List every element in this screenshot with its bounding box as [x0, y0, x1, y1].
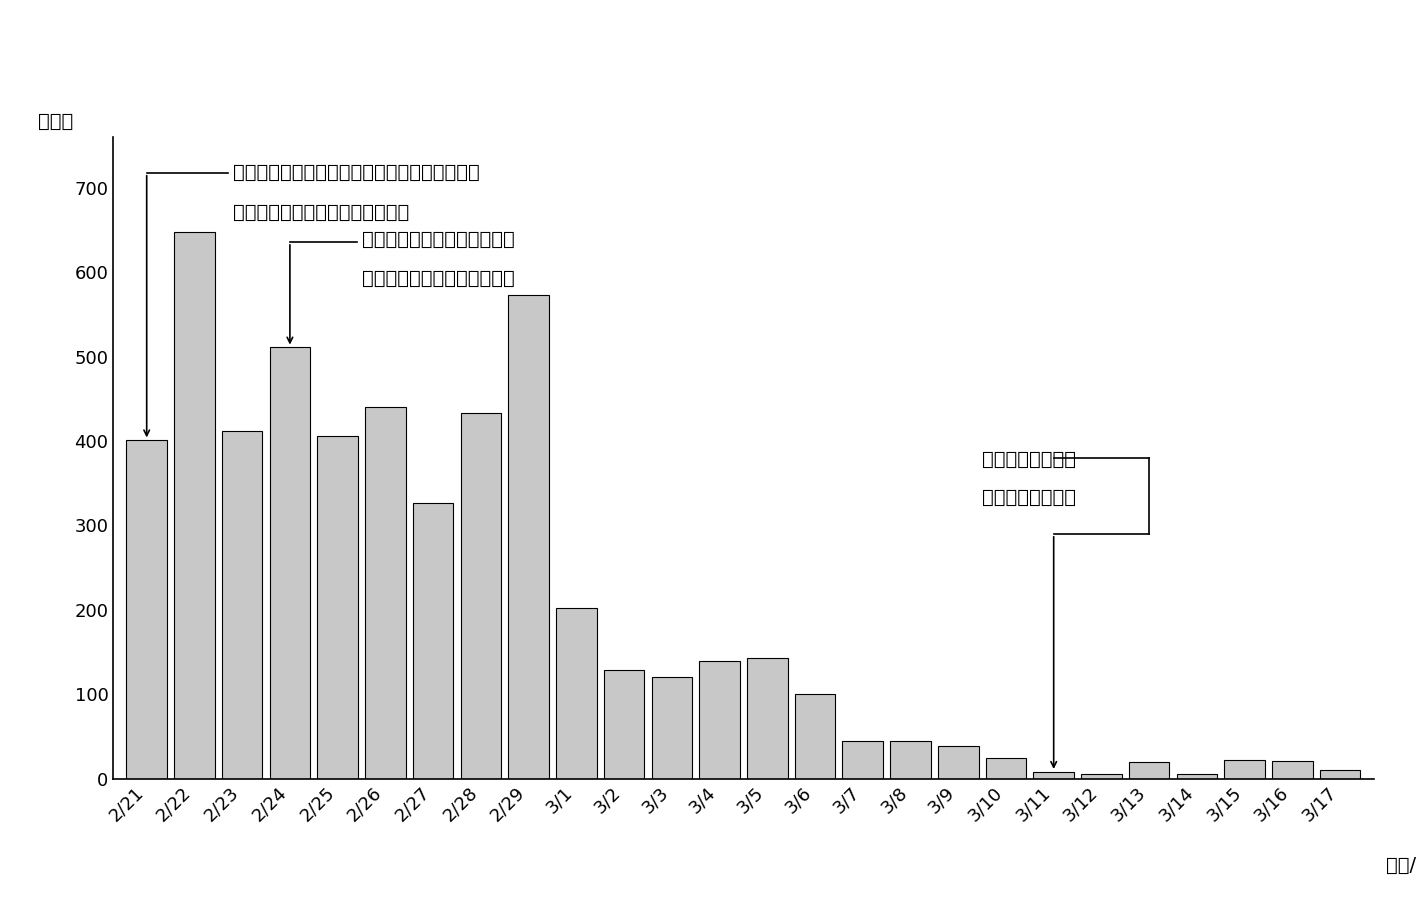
Bar	[126, 441, 167, 779]
Bar	[556, 608, 596, 779]
Bar	[1082, 774, 1121, 779]
Text: 全国新增本土确诊: 全国新增本土确诊	[983, 450, 1076, 469]
Bar	[986, 758, 1027, 779]
Text: 考察组在北京举行新闻发布会: 考察组在北京举行新闻发布会	[361, 269, 514, 288]
Text: （月/日）: （月/日）	[1386, 856, 1416, 875]
Bar	[269, 347, 310, 779]
Text: 事件响应级别，逐步取消通行限制: 事件响应级别，逐步取消通行限制	[232, 203, 409, 223]
Bar	[317, 436, 358, 779]
Bar	[1320, 770, 1361, 779]
Bar	[1177, 774, 1218, 779]
Bar	[413, 503, 453, 779]
Text: 当日起，各省份陆续调低省级重大突发公共卫生: 当日起，各省份陆续调低省级重大突发公共卫生	[232, 163, 480, 181]
Bar	[843, 741, 884, 779]
Text: 病例数降至个位数: 病例数降至个位数	[983, 488, 1076, 507]
Bar	[937, 746, 978, 779]
Bar	[365, 408, 405, 779]
Bar	[891, 741, 930, 779]
Bar	[174, 232, 215, 779]
Bar	[1129, 762, 1170, 779]
Text: （例）: （例）	[38, 112, 72, 131]
Bar	[651, 677, 692, 779]
Bar	[1272, 761, 1313, 779]
Bar	[603, 670, 644, 779]
Bar	[1034, 772, 1073, 779]
Bar	[460, 413, 501, 779]
Bar	[700, 661, 739, 779]
Bar	[508, 295, 549, 779]
Bar	[222, 431, 262, 779]
Bar	[748, 658, 787, 779]
Text: 中国一世界卫生组织联合专家: 中国一世界卫生组织联合专家	[361, 230, 514, 249]
Bar	[794, 694, 835, 779]
Bar	[1225, 760, 1264, 779]
